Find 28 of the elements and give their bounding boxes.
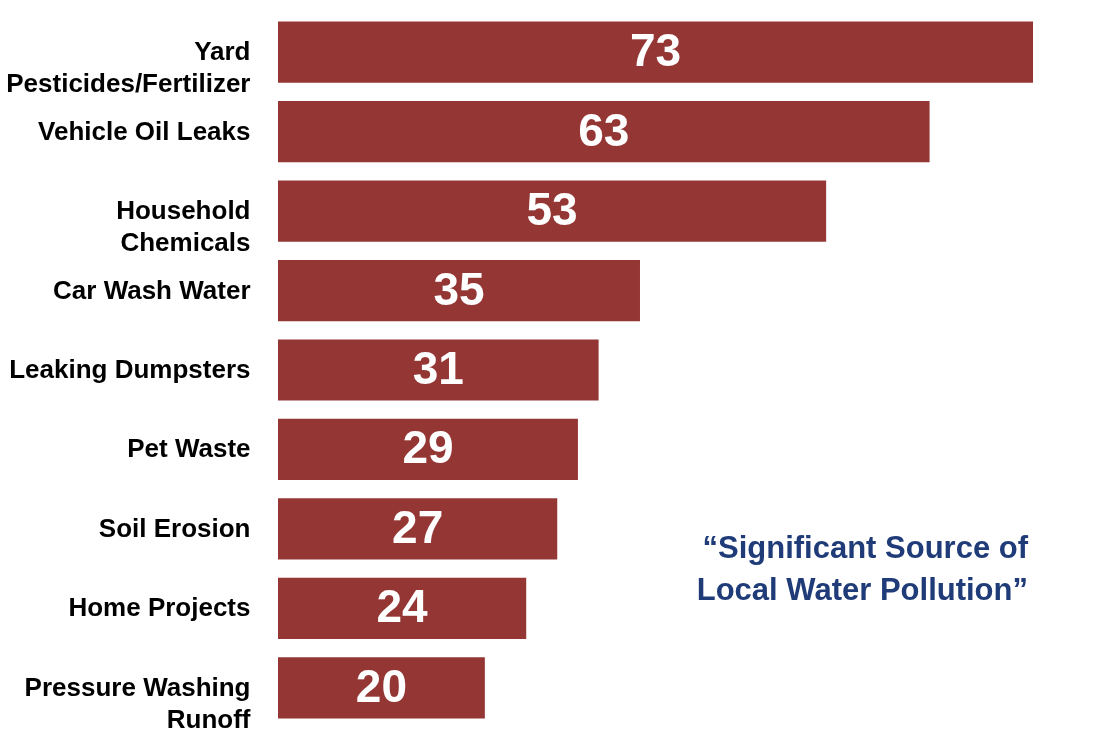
y-tick-label: Household Chemicals xyxy=(116,195,251,258)
annotation: “Significant Source of Local Water Pollution” xyxy=(696,529,1029,607)
y-tick-label: Home Projects xyxy=(68,592,251,623)
y-tick-label: Car Wash Water xyxy=(53,274,251,305)
data-label: 73 xyxy=(629,24,682,77)
y-tick-label: Leaking Dumpsters xyxy=(9,354,251,384)
data-label: 24 xyxy=(376,580,429,633)
bar xyxy=(278,21,1033,83)
data-label: 63 xyxy=(578,103,630,156)
bar xyxy=(278,180,827,242)
y-tick-label: Pressure Washing Runoff xyxy=(24,671,251,734)
bar xyxy=(278,418,578,481)
bar xyxy=(278,259,640,322)
bar xyxy=(278,339,599,401)
data-label: 31 xyxy=(412,342,464,394)
bar xyxy=(278,498,558,560)
y-tick-label: Pet Waste xyxy=(127,433,251,464)
y-tick-label: Yard Pesticides/Fertilizer xyxy=(6,36,251,99)
bar xyxy=(278,577,527,639)
bar xyxy=(278,101,930,163)
y-tick-label: Soil Erosion xyxy=(98,512,251,543)
data-label: 20 xyxy=(355,659,408,712)
data-label: 53 xyxy=(526,183,578,236)
data-label: 35 xyxy=(433,262,485,315)
y-tick-label: Vehicle Oil Leaks xyxy=(38,115,251,146)
data-label: 27 xyxy=(392,500,444,553)
data-label: 29 xyxy=(402,421,454,474)
bar xyxy=(278,657,485,719)
